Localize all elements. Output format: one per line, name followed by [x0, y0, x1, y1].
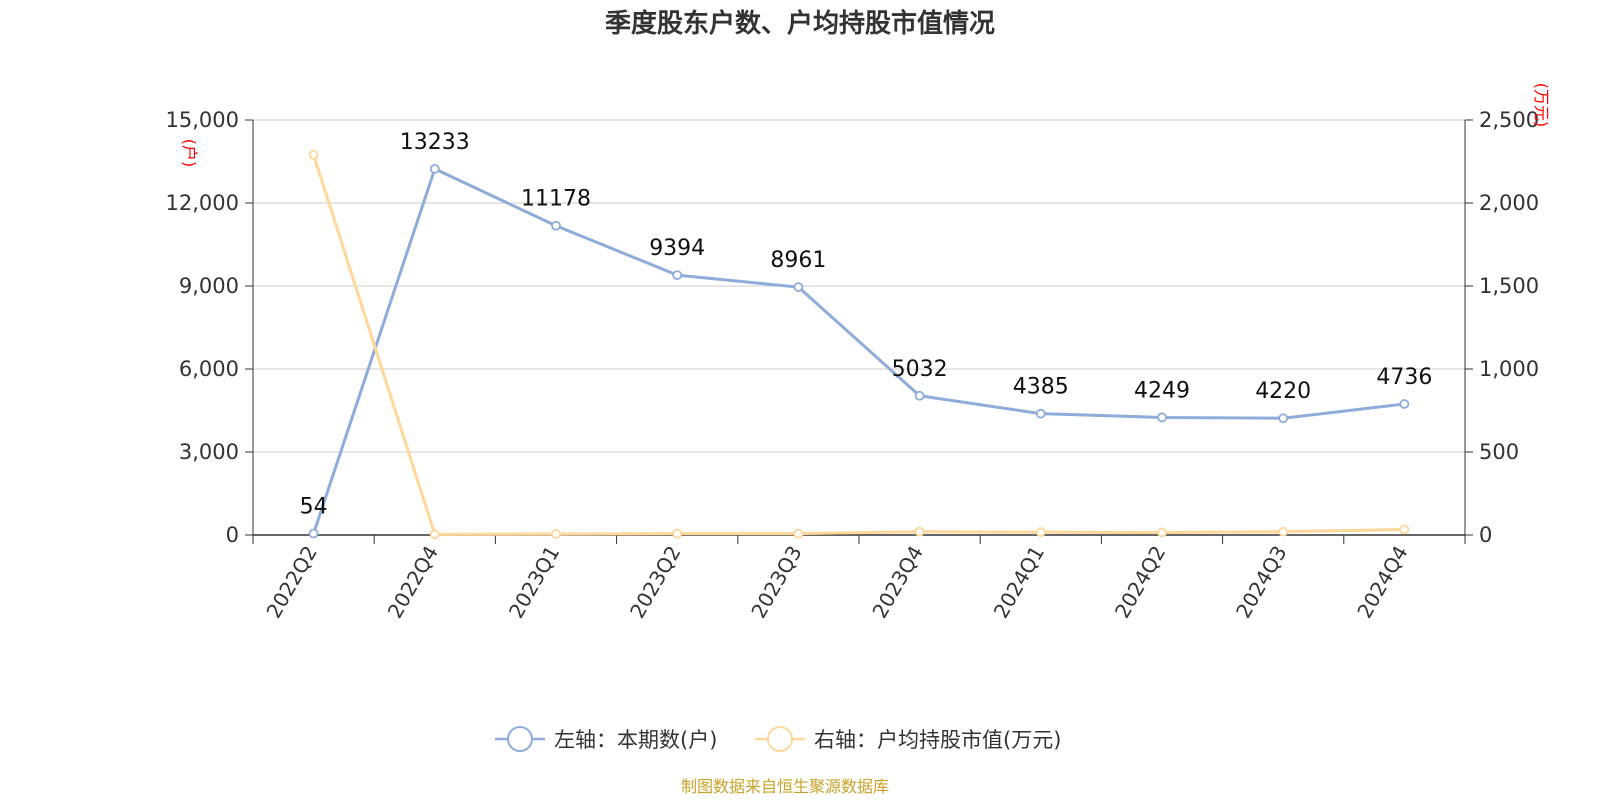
- data-point[interactable]: [793, 282, 804, 292]
- x-tick-label: 2024Q1: [989, 542, 1049, 623]
- left-tick-label: 3,000: [179, 440, 239, 464]
- x-tick-label: 2022Q4: [383, 542, 443, 623]
- data-point[interactable]: [1157, 527, 1167, 538]
- left-tick-label: 12,000: [166, 191, 239, 215]
- data-point[interactable]: [1278, 526, 1289, 537]
- left-tick-label: 15,000: [166, 108, 239, 132]
- legend[interactable]: 左轴：本期数(户) 右轴：户均持股市值(万元): [495, 726, 1061, 752]
- left-tick-label: 6,000: [179, 357, 239, 381]
- data-point[interactable]: [793, 528, 804, 539]
- data-label: 8961: [770, 248, 826, 273]
- data-point[interactable]: [1035, 408, 1046, 419]
- data-point[interactable]: [308, 149, 319, 160]
- left-axis-unit-label: (户): [180, 139, 199, 168]
- data-point[interactable]: [914, 526, 925, 537]
- series-lines: [308, 149, 1410, 540]
- right-tick-label: 500: [1479, 440, 1519, 464]
- grid-lines: [253, 119, 1465, 453]
- legend-swatch-marker[interactable]: [507, 726, 533, 752]
- data-label: 4736: [1376, 365, 1432, 390]
- left-tick-label: 0: [226, 523, 239, 547]
- data-point[interactable]: [551, 220, 561, 231]
- data-point[interactable]: [429, 529, 440, 540]
- data-point[interactable]: [429, 163, 440, 174]
- data-label: 4220: [1255, 379, 1311, 404]
- data-label: 4249: [1134, 378, 1190, 403]
- right-tick-label: 1,500: [1479, 274, 1539, 298]
- x-tick-label: 2023Q3: [746, 542, 806, 623]
- right-tick-label: 0: [1479, 523, 1492, 547]
- x-tick-label: 2024Q4: [1352, 542, 1412, 623]
- data-point[interactable]: [1399, 524, 1410, 535]
- right-tick-label: 1,000: [1479, 357, 1539, 381]
- axes: 0 3,000 6,000 9,000 12,000 15,000 0 500 1,000 1,5…: [166, 108, 1540, 622]
- right-axis-unit-label: (万元): [1532, 83, 1551, 128]
- data-label: 11178: [521, 187, 591, 212]
- data-point[interactable]: [1157, 412, 1167, 423]
- x-tick-label: 2023Q1: [504, 542, 564, 623]
- data-point[interactable]: [1035, 527, 1046, 538]
- data-point[interactable]: [308, 528, 319, 539]
- series-line-2: [312, 154, 1405, 536]
- right-tick-label: 2,500: [1479, 108, 1539, 132]
- x-tick-label: 2022Q2: [261, 542, 321, 623]
- data-point[interactable]: [672, 528, 683, 539]
- data-point[interactable]: [672, 270, 683, 280]
- x-tick-label: 2024Q2: [1110, 542, 1170, 623]
- series-line-1: [312, 167, 1405, 534]
- left-tick-label: 9,000: [179, 274, 239, 298]
- data-label: 9394: [649, 236, 705, 261]
- x-tick-label: 2024Q3: [1231, 542, 1291, 623]
- data-point[interactable]: [551, 529, 561, 539]
- data-label: 13233: [400, 130, 470, 155]
- legend-swatch-marker[interactable]: [767, 726, 793, 752]
- x-tick-label: 2023Q2: [625, 542, 685, 623]
- data-label: 54: [300, 495, 328, 520]
- data-labels: 54 13233 11178 9394 8961 5032 4385 4249 4220 4736: [300, 130, 1433, 520]
- legend-label[interactable]: 左轴：本期数(户): [554, 728, 717, 752]
- data-point[interactable]: [1278, 413, 1289, 424]
- x-tick-label: 2023Q4: [867, 542, 927, 623]
- legend-label[interactable]: 右轴：户均持股市值(万元): [814, 728, 1061, 752]
- data-label: 5032: [892, 357, 948, 382]
- data-label: 4385: [1013, 375, 1069, 400]
- source-note: 制图数据来自恒生聚源数据库: [681, 777, 889, 796]
- data-point[interactable]: [1399, 399, 1410, 409]
- data-point[interactable]: [914, 390, 925, 401]
- chart-title: 季度股东户数、户均持股市值情况: [605, 8, 995, 39]
- right-tick-label: 2,000: [1479, 191, 1539, 215]
